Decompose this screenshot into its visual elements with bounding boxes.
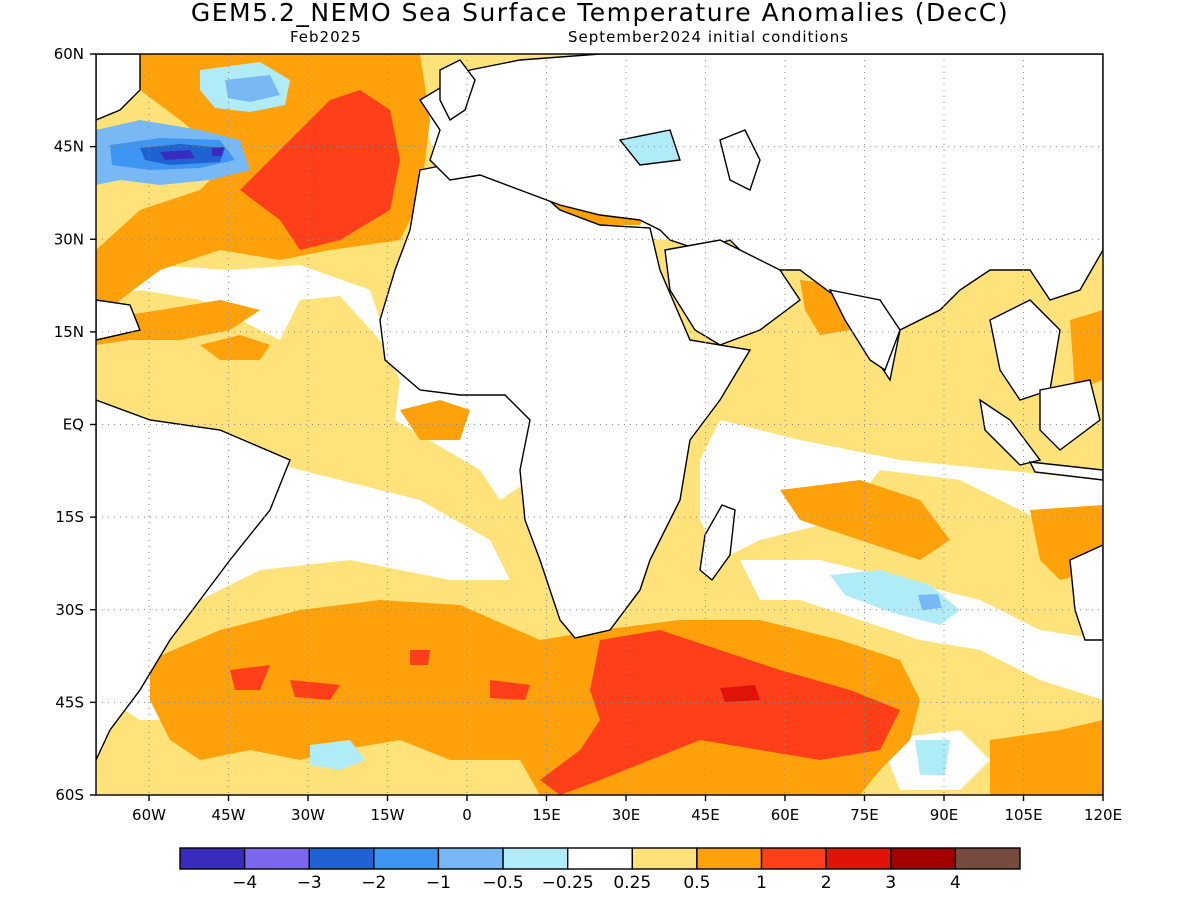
central-america-landmass (96, 299, 141, 341)
axis-ticks: 60N 45N 30N 15N EQ 15S 30S 45S 60S 60W 45W 30W 15W 0 1… (54, 45, 1122, 824)
colorbar-swatch (890, 847, 957, 870)
borneo-landmass (1039, 379, 1101, 451)
colorbar-label: 0.5 (683, 873, 710, 893)
lon-tick-label: 75E (850, 806, 879, 824)
strong-positive-anomaly-region (240, 90, 400, 250)
colorbar-label: −0.25 (542, 873, 594, 893)
africa-landmass (379, 159, 752, 639)
very-strong-positive-anomaly-region (720, 685, 760, 702)
negative-anomaly-region (310, 740, 365, 770)
colorbar-label: −4 (232, 873, 257, 893)
positive-anomaly-region (400, 400, 470, 440)
negative-anomaly-region (225, 75, 280, 102)
colorbar-swatch (825, 847, 892, 870)
colorbar-swatch (179, 847, 246, 870)
lat-tick-label: 45N (54, 138, 84, 156)
lat-tick-label: EQ (63, 416, 84, 434)
colorbar-label: −1 (426, 873, 451, 893)
forecast-month-label: Feb2025 (290, 28, 362, 46)
colorbar-swatch (308, 847, 375, 870)
strong-positive-anomaly-region (490, 680, 530, 700)
lon-tick-label: 0 (462, 806, 472, 824)
south-america-landmass (96, 399, 291, 761)
lon-tick-label: 90E (930, 806, 959, 824)
strong-positive-anomaly-region (540, 630, 900, 795)
lon-tick-label: 15W (371, 806, 405, 824)
lon-tick-label: 60W (132, 806, 166, 824)
near-zero-region (700, 420, 1103, 560)
strong-negative-anomaly-region (160, 147, 224, 160)
lon-tick-label: 105E (1004, 806, 1042, 824)
lat-tick-label: 60N (54, 45, 84, 63)
colorbar-label: 2 (821, 873, 832, 893)
positive-anomaly-region (780, 480, 950, 560)
colorbar-swatch (502, 847, 569, 870)
negative-anomaly-region (830, 570, 960, 625)
lat-tick-label: 30S (55, 601, 84, 619)
colorbar-swatch (760, 847, 827, 870)
initial-conditions-label: September2024 initial conditions (568, 28, 850, 46)
colorbar-swatch (631, 847, 698, 870)
colorbar-label: 0.25 (613, 873, 651, 893)
colorbar-label: −2 (361, 873, 386, 893)
australia-landmass (1069, 544, 1103, 641)
colorbar-label: −0.5 (482, 873, 523, 893)
lat-tick-label: 15S (55, 508, 84, 526)
java-landmass (1028, 461, 1103, 481)
caspian-sea (719, 129, 761, 191)
positive-anomaly-region (1070, 310, 1103, 390)
lon-tick-label: 30E (612, 806, 641, 824)
lon-tick-label: 45E (691, 806, 720, 824)
colorbar-label: 3 (885, 873, 896, 893)
lon-tick-label: 15E (532, 806, 561, 824)
colorbar-swatch (437, 847, 504, 870)
colorbar: −4 −3 −2 −1 −0.5 −0.25 0.25 0.5 1 2 3 4 (179, 847, 1021, 893)
strong-positive-anomaly-region (290, 680, 340, 700)
strong-positive-anomaly-region (410, 650, 430, 665)
black-sea (618, 129, 681, 166)
arabia-landmass (664, 239, 801, 346)
colorbar-label: 4 (950, 873, 961, 893)
positive-anomaly-region (96, 300, 260, 345)
lat-tick-label: 45S (55, 693, 84, 711)
strong-positive-anomaly-region (230, 665, 270, 690)
lat-tick-label: 15N (54, 323, 84, 341)
colorbar-swatch (373, 847, 440, 870)
positive-anomaly-region (990, 720, 1103, 795)
lat-tick-label: 60S (55, 786, 84, 804)
lon-tick-label: 45W (212, 806, 246, 824)
coastlines (96, 54, 1103, 761)
colorbar-label: −3 (297, 873, 322, 893)
negative-anomaly-region (915, 740, 950, 775)
near-zero-region (740, 560, 1103, 700)
lon-tick-label: 60E (771, 806, 800, 824)
colorbar-swatch (243, 847, 310, 870)
lat-tick-label: 30N (54, 230, 84, 248)
map-title: GEM5.2_NEMO Sea Surface Temperature Anom… (190, 0, 1010, 27)
colorbar-swatch (566, 847, 634, 870)
colorbar-label: 1 (756, 873, 767, 893)
colorbar-swatch (954, 847, 1021, 870)
british-isles-landmass (439, 59, 476, 122)
north-america-landmass (96, 54, 141, 121)
positive-anomaly-region (200, 335, 270, 360)
negative-anomaly-region (918, 594, 942, 610)
lon-tick-label: 30W (291, 806, 325, 824)
lon-tick-label: 120E (1084, 806, 1122, 824)
colorbar-swatch (696, 847, 763, 870)
near-zero-region (96, 265, 540, 500)
